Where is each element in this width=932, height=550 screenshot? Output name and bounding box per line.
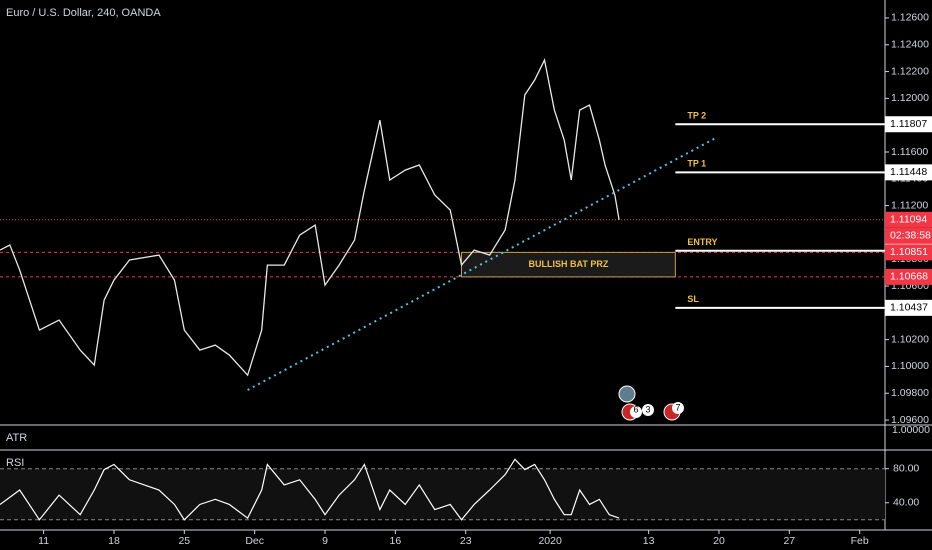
events: 3 6 7 [618,385,684,421]
countdown: 02:38:58 [890,230,931,242]
x-tick-label: Feb [851,535,869,547]
y-tick-label: 1.12600 [891,12,929,24]
x-tick-label: 9 [322,535,328,547]
x-tick-label: 27 [783,535,795,547]
y-tick-label: 1.10000 [891,360,929,372]
event-badge [672,402,684,414]
zone-label: BULLISH BAT PRZ [529,259,609,269]
rsi-line [0,458,620,521]
zone-price-box-label: 1.10668 [890,271,928,283]
last-price-box-label: 1.11094 [890,214,927,226]
x-tick-label: Dec [245,535,264,547]
level-label: ENTRY [687,237,717,247]
last-price-box [885,211,932,228]
x-tick-label: 18 [108,535,120,547]
x-tick-label: 11 [38,535,49,547]
y-tick-label: 1.11200 [891,199,928,211]
y-tick-label: 1.12000 [891,92,929,104]
x-tick-label: 23 [460,535,472,547]
level-label: TP 2 [687,111,706,121]
price-line [0,58,620,377]
level-price-box-label: 1.11807 [890,118,927,130]
y-tick-label: 1.10200 [891,333,929,345]
level-price-box [885,164,932,181]
level-price-box-label: 1.10437 [890,302,928,314]
atr-tick-label: 1.00000 [892,424,930,436]
event-count: 6 [633,404,638,414]
x-tick-label: 25 [178,535,190,547]
y-tick-label: 80.00 [893,463,919,475]
event-badge [642,404,654,416]
zone-price-box-label: 1.10851 [890,246,928,258]
event-icon [618,385,636,403]
y-tick-label: 40.00 [893,497,919,509]
y-tick-label: 1.09600 [891,414,929,426]
x-tick-label: 2020 [538,535,562,547]
countdown-box [885,227,932,244]
zone-price-box [885,244,932,261]
atr-title: ATR [6,432,27,444]
x-tick-label: 13 [643,535,655,547]
event-count: 7 [675,402,680,412]
level-label: SL [687,294,699,304]
rsi-band [0,468,885,520]
y-tick-label: 1.11600 [891,146,928,158]
x-tick-label: 20 [713,535,725,547]
rsi-title: RSI [6,457,24,469]
y-tick-label: 1.12200 [891,65,929,77]
level-price-box [885,116,932,133]
level-label: TP 1 [687,159,706,169]
chart-title: Euro / U.S. Dollar, 240, OANDA [6,7,161,19]
event-badge [630,406,642,418]
x-tick-label: 16 [390,535,402,547]
event-count: 3 [645,404,650,414]
level-price-box-label: 1.11448 [890,166,927,178]
trendline [247,136,719,391]
y-tick-label: 1.12400 [891,39,929,51]
level-price-box [885,299,932,316]
zone-price-box [885,268,932,285]
y-tick-label: 1.09800 [891,387,929,399]
